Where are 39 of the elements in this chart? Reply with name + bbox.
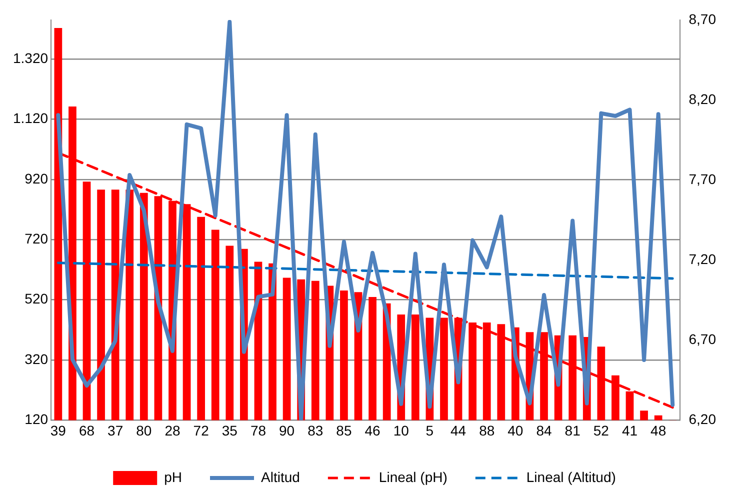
x-tick-label: 88: [479, 422, 495, 438]
y-tick-label: 320: [24, 350, 48, 367]
x-tick-label: 81: [564, 422, 581, 438]
x-tick-label: 37: [108, 422, 124, 438]
y2-tick-label: 8,70: [688, 10, 716, 27]
x-tick-label: 78: [250, 422, 266, 438]
x-tick-label: 72: [193, 422, 210, 438]
y-tick-label: 120: [24, 411, 48, 428]
x-tick-label: 90: [279, 422, 295, 438]
legend-label: Altitud: [261, 468, 300, 485]
legend-label: Lineal (pH): [378, 468, 448, 485]
x-tick-label: 28: [164, 422, 180, 438]
x-tick-label: 5: [426, 422, 434, 438]
x-tick-label: 39: [50, 422, 66, 438]
legend-label: pH: [164, 468, 182, 485]
x-tick-label: 83: [308, 422, 324, 438]
y-tick-label: 520: [24, 290, 48, 307]
x-tick-label: 40: [508, 422, 524, 438]
x-tick-label: 46: [364, 422, 381, 438]
y-tick-label: 1.120: [12, 110, 48, 126]
legend-label: Lineal (Altitud): [526, 468, 616, 485]
x-tick-label: 84: [536, 422, 552, 438]
x-tick-label: 48: [650, 422, 666, 438]
y-tick-label: 920: [24, 170, 48, 186]
x-tick-label: 80: [136, 422, 152, 438]
x-tick-label: 44: [450, 422, 466, 438]
y-tick-label: 720: [24, 230, 48, 247]
y2-tick-label: 6,20: [688, 411, 716, 428]
y2-tick-label: 7,20: [688, 250, 716, 267]
x-tick-label: 68: [78, 422, 95, 438]
x-tick-label: 35: [222, 422, 238, 438]
x-tick-label: 85: [336, 422, 352, 438]
x-tick-label: 41: [622, 422, 638, 438]
y2-tick-label: 7,70: [688, 170, 716, 187]
y-tick-label: 1.320: [12, 50, 48, 66]
x-tick-label: 52: [593, 422, 610, 438]
x-tick-label: 10: [393, 422, 410, 438]
y2-tick-label: 8,20: [688, 90, 716, 107]
y2-tick-label: 6,70: [688, 331, 716, 348]
